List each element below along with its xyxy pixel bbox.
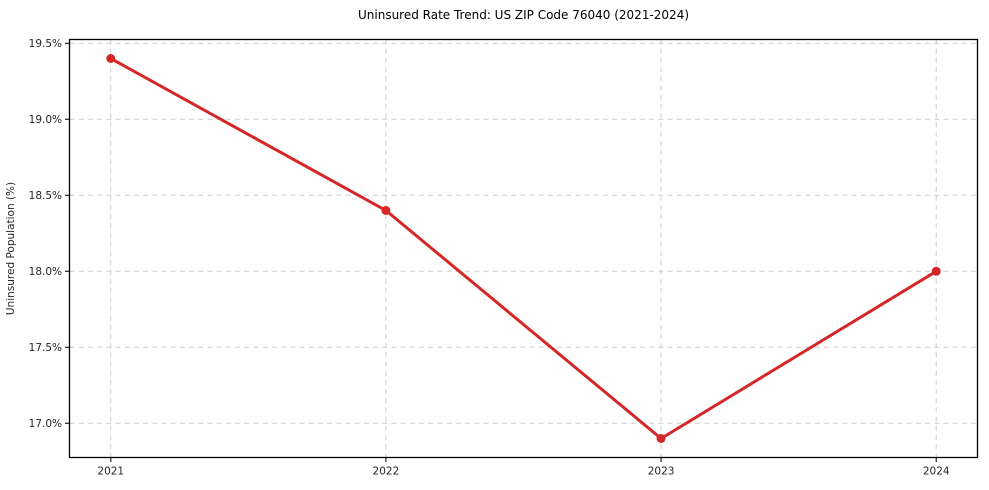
data-point-2024	[931, 266, 941, 276]
plot-border	[68, 38, 979, 459]
y-axis-label: Uninsured Population (%)	[5, 182, 17, 315]
x-tick-label: 2024	[923, 466, 950, 478]
y-tick-label: 17.5%	[29, 342, 62, 354]
x-tick-label: 2021	[97, 466, 124, 478]
plot-area: 17.0% 17.5% 18.0% 18.5% 19.0% 19.5% 2021 2022 20…	[29, 38, 979, 478]
x-tick-label: 2023	[648, 466, 675, 478]
y-tick-label: 18.5%	[29, 190, 62, 202]
data-point-2022	[381, 206, 391, 215]
y-tick-label: 19.5%	[29, 38, 62, 50]
data-point-2023	[656, 434, 666, 443]
trend-line	[109, 57, 938, 440]
chart-title: Uninsured Rate Trend: US ZIP Code 76040 …	[358, 8, 689, 22]
x-tick-label: 2022	[373, 466, 400, 478]
data-point-2021	[106, 54, 116, 63]
y-tick-label: 17.0%	[29, 418, 62, 430]
y-tick-label: 18.0%	[29, 266, 62, 278]
y-tick-label: 19.0%	[29, 114, 62, 126]
